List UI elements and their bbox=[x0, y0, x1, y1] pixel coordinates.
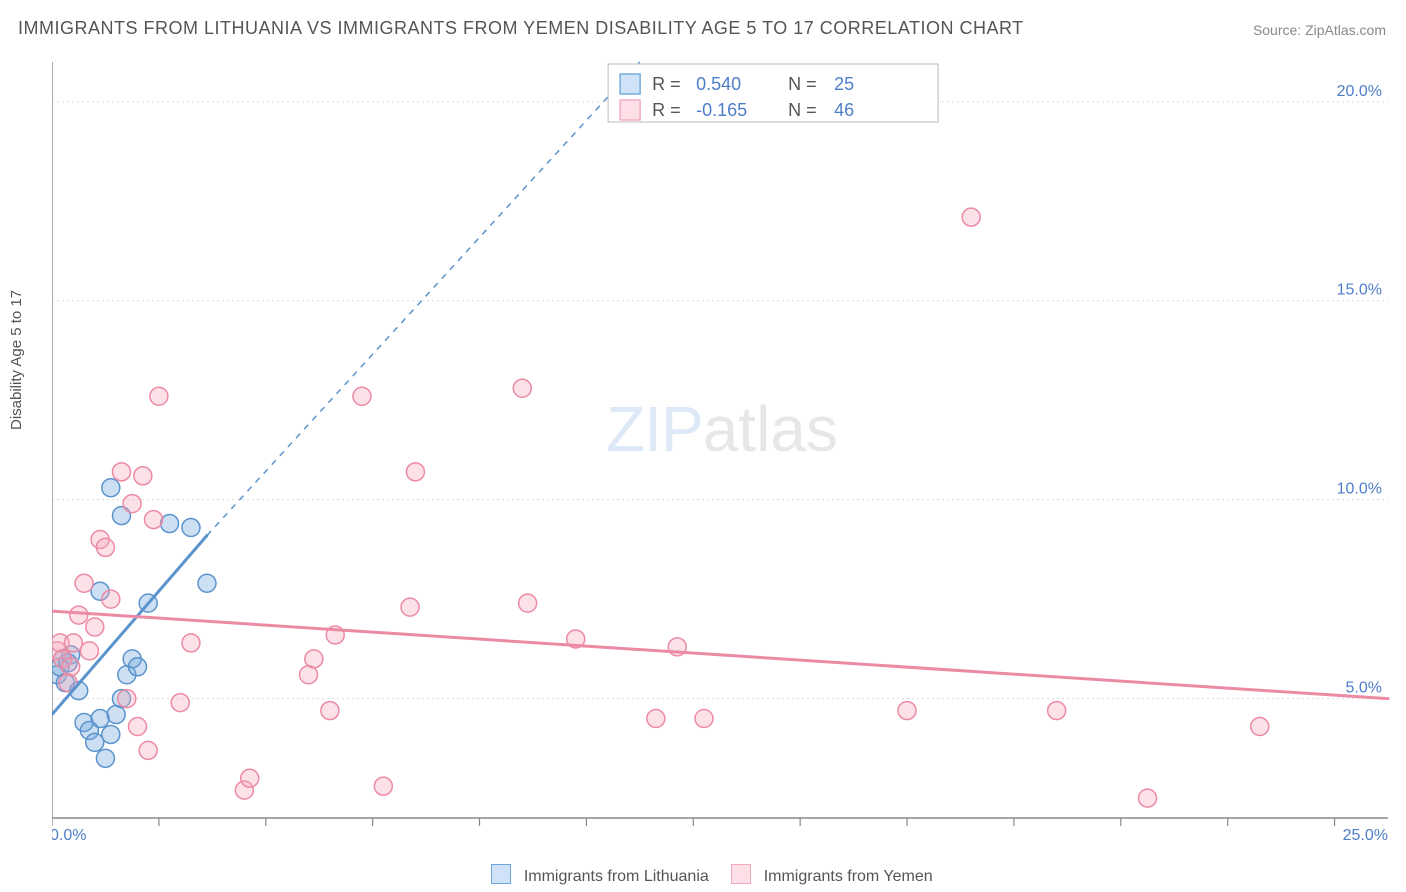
svg-text:10.0%: 10.0% bbox=[1337, 481, 1382, 498]
legend-label-yemen: Immigrants from Yemen bbox=[764, 868, 933, 885]
legend-swatch-yemen bbox=[731, 864, 751, 884]
svg-text:R =: R = bbox=[652, 100, 681, 120]
svg-text:-0.165: -0.165 bbox=[696, 100, 747, 120]
chart-title: IMMIGRANTS FROM LITHUANIA VS IMMIGRANTS … bbox=[18, 18, 1024, 39]
y-axis-label: Disability Age 5 to 17 bbox=[8, 290, 25, 430]
bottom-legend: Immigrants from Lithuania Immigrants fro… bbox=[0, 864, 1406, 886]
svg-text:N =: N = bbox=[788, 100, 817, 120]
plot-svg: 5.0% 10.0% 15.0% 20.0% 0.0% 25.0% R = 0.540 N = 2… bbox=[52, 50, 1392, 840]
source-label: Source: ZipAtlas.com bbox=[1253, 22, 1386, 38]
legend-swatch-lithuania bbox=[491, 864, 511, 884]
svg-text:46: 46 bbox=[834, 100, 854, 120]
scatter-plot: 5.0% 10.0% 15.0% 20.0% 0.0% 25.0% R = 0.540 N = 2… bbox=[52, 50, 1392, 840]
svg-text:0.0%: 0.0% bbox=[52, 827, 86, 840]
svg-text:15.0%: 15.0% bbox=[1337, 282, 1382, 299]
svg-text:25: 25 bbox=[834, 74, 854, 94]
svg-text:0.540: 0.540 bbox=[696, 74, 741, 94]
svg-text:N =: N = bbox=[788, 74, 817, 94]
legend-label-lithuania: Immigrants from Lithuania bbox=[524, 868, 709, 885]
svg-text:5.0%: 5.0% bbox=[1346, 680, 1382, 697]
svg-text:R =: R = bbox=[652, 74, 681, 94]
svg-text:25.0%: 25.0% bbox=[1343, 827, 1388, 840]
svg-text:20.0%: 20.0% bbox=[1337, 83, 1382, 100]
